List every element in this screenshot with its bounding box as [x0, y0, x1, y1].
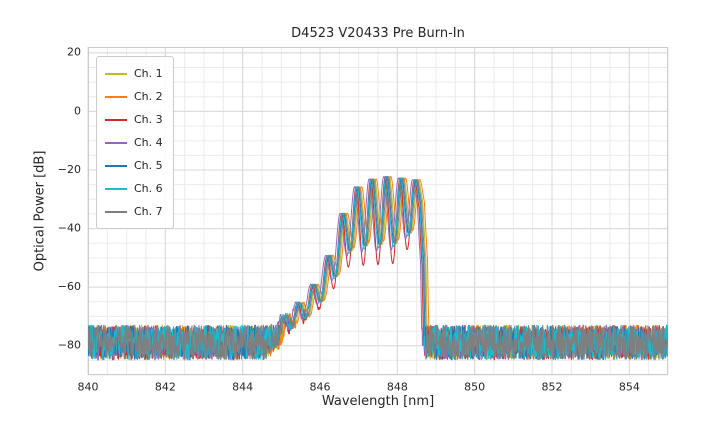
legend-item-1: Ch. 1 [105, 62, 163, 85]
legend-label: Ch. 5 [134, 159, 163, 172]
legend-item-6: Ch. 6 [105, 177, 163, 200]
legend-item-2: Ch. 2 [105, 85, 163, 108]
legend-line-icon [105, 118, 127, 121]
legend-item-4: Ch. 4 [105, 131, 163, 154]
legend-line-icon [105, 187, 127, 190]
legend-label: Ch. 6 [134, 182, 163, 195]
legend-item-3: Ch. 3 [105, 108, 163, 131]
y-axis-label: Optical Power [dB] [32, 150, 48, 272]
legend-label: Ch. 1 [134, 67, 163, 80]
legend-line-icon [105, 141, 127, 144]
legend-label: Ch. 4 [134, 136, 163, 149]
legend-label: Ch. 3 [134, 113, 163, 126]
legend-label: Ch. 2 [134, 90, 163, 103]
legend-line-icon [105, 95, 127, 98]
x-axis-label: Wavelength [nm] [321, 394, 435, 409]
legend-line-icon [105, 164, 127, 167]
legend-item-5: Ch. 5 [105, 154, 163, 177]
chart-title: D4523 V20433 Pre Burn-In [291, 26, 465, 41]
legend-label: Ch. 7 [134, 205, 163, 218]
legend-item-7: Ch. 7 [105, 200, 163, 223]
legend-line-icon [105, 210, 127, 213]
legend: Ch. 1 Ch. 2 Ch. 3 Ch. 4 Ch. 5 Ch. 6 Ch. 7 [96, 56, 174, 229]
legend-line-icon [105, 72, 127, 75]
